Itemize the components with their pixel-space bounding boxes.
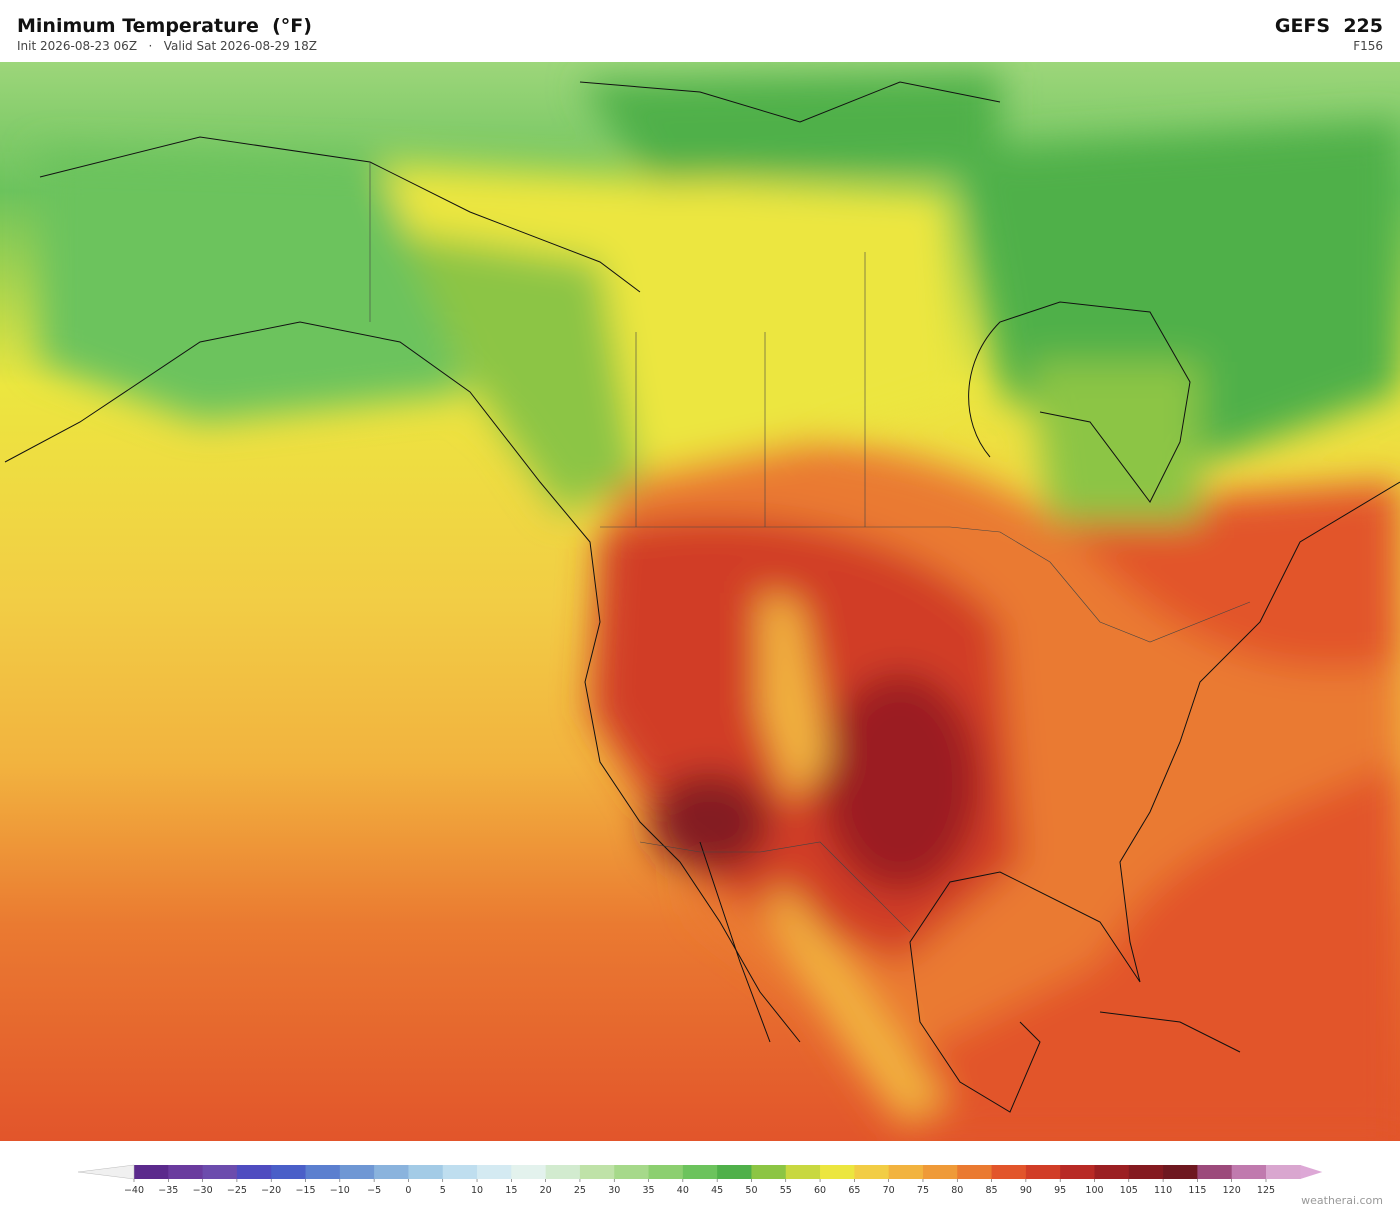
tick-label: 105: [1120, 1185, 1138, 1196]
color-bin: [408, 1165, 444, 1179]
color-bin: [1163, 1165, 1198, 1179]
tick-label: −20: [261, 1185, 281, 1196]
tick-label: 30: [608, 1185, 620, 1196]
color-bin: [339, 1165, 375, 1179]
tick-label: 125: [1257, 1185, 1275, 1196]
color-bin: [1266, 1165, 1301, 1179]
run-info: Init 2026-08-23 06Z · Valid Sat 2026-08-…: [17, 39, 318, 53]
tick-label: 90: [1020, 1185, 1032, 1196]
color-bin: [1128, 1165, 1164, 1179]
tick-label: 20: [540, 1185, 552, 1196]
color-bin: [1060, 1165, 1095, 1179]
tick-label: 70: [883, 1185, 895, 1196]
temperature-map: [0, 62, 1400, 1141]
borders: [369, 162, 1251, 933]
color-bin: [511, 1165, 547, 1179]
model-label: GEFS 225: [1274, 15, 1383, 37]
tick-label: −5: [367, 1185, 381, 1196]
tick-label: 50: [745, 1185, 757, 1196]
color-bin: [751, 1165, 787, 1179]
color-bin: [374, 1165, 409, 1179]
tick-label: 25: [574, 1185, 586, 1196]
under-triangle: [77, 1164, 135, 1180]
color-bin: [888, 1165, 924, 1179]
tick-label: 65: [848, 1185, 860, 1196]
valid-time: Valid Sat 2026-08-29 18Z: [163, 39, 318, 53]
tick-label: 110: [1154, 1185, 1172, 1196]
tick-label: −35: [158, 1185, 178, 1196]
tick-label: 85: [986, 1185, 998, 1196]
tick-label: 45: [711, 1185, 723, 1196]
tick-label: −10: [330, 1185, 350, 1196]
color-bin: [614, 1165, 650, 1179]
watermark: weatherai.com: [1301, 1194, 1383, 1207]
tick-label: 120: [1223, 1185, 1241, 1196]
tick-label: 80: [951, 1185, 963, 1196]
tick-label: −30: [193, 1185, 213, 1196]
tick-label: −40: [124, 1185, 144, 1196]
coastlines: [4, 81, 1400, 1113]
color-bin: [820, 1165, 855, 1179]
color-bin: [545, 1165, 581, 1179]
land-field: [40, 72, 1400, 1141]
tick-label: 60: [814, 1185, 826, 1196]
color-bin: [1094, 1165, 1130, 1179]
tick-label: 55: [780, 1185, 792, 1196]
color-bin: [271, 1165, 307, 1179]
color-bin: [134, 1165, 169, 1179]
color-bin: [202, 1165, 238, 1179]
color-bin: [648, 1165, 684, 1179]
init-time: Init 2026-08-23 06Z: [17, 39, 138, 53]
tick-label: 100: [1085, 1185, 1103, 1196]
tick-label: −15: [295, 1185, 315, 1196]
color-bin: [305, 1165, 341, 1179]
tick-label: 40: [677, 1185, 689, 1196]
color-bin: [682, 1165, 718, 1179]
color-bin: [854, 1165, 890, 1179]
map-title: Minimum Temperature (°F): [17, 15, 312, 37]
color-bin: [236, 1165, 272, 1179]
tick-label: 0: [405, 1185, 411, 1196]
color-bin: [957, 1165, 993, 1179]
color-bin: [579, 1165, 615, 1179]
tick-label: −25: [227, 1185, 247, 1196]
tick-label: 115: [1188, 1185, 1206, 1196]
tick-label: 35: [642, 1185, 654, 1196]
color-bin: [477, 1165, 512, 1179]
color-bin: [991, 1165, 1027, 1179]
forecast-hour: F156: [1353, 39, 1383, 53]
color-bin: [1025, 1165, 1061, 1179]
color-bin: [785, 1165, 821, 1179]
color-bin: [442, 1165, 478, 1179]
tick-label: 10: [471, 1185, 483, 1196]
tick-label: 15: [505, 1185, 517, 1196]
tick-label: 5: [440, 1185, 446, 1196]
tick-label: 75: [917, 1185, 929, 1196]
colorbar: −40 −35 −30 −25 −20 −15 −10 −5 0 5 10 15 20 25 30 35 40 4…: [77, 1164, 1323, 1196]
over-triangle: [1300, 1165, 1323, 1179]
color-bin: [922, 1165, 958, 1179]
tick-label: 95: [1054, 1185, 1066, 1196]
color-bin: [168, 1165, 204, 1179]
color-bin: [1231, 1165, 1267, 1179]
color-bin: [717, 1165, 752, 1179]
color-bin: [1197, 1165, 1233, 1179]
